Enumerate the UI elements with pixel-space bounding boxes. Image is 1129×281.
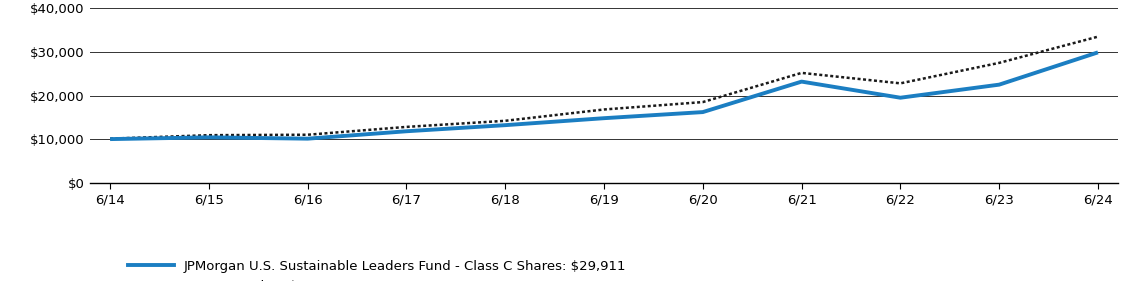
Legend: JPMorgan U.S. Sustainable Leaders Fund - Class C Shares: $29,911, S&P 500 Index:: JPMorgan U.S. Sustainable Leaders Fund -… <box>128 259 625 281</box>
